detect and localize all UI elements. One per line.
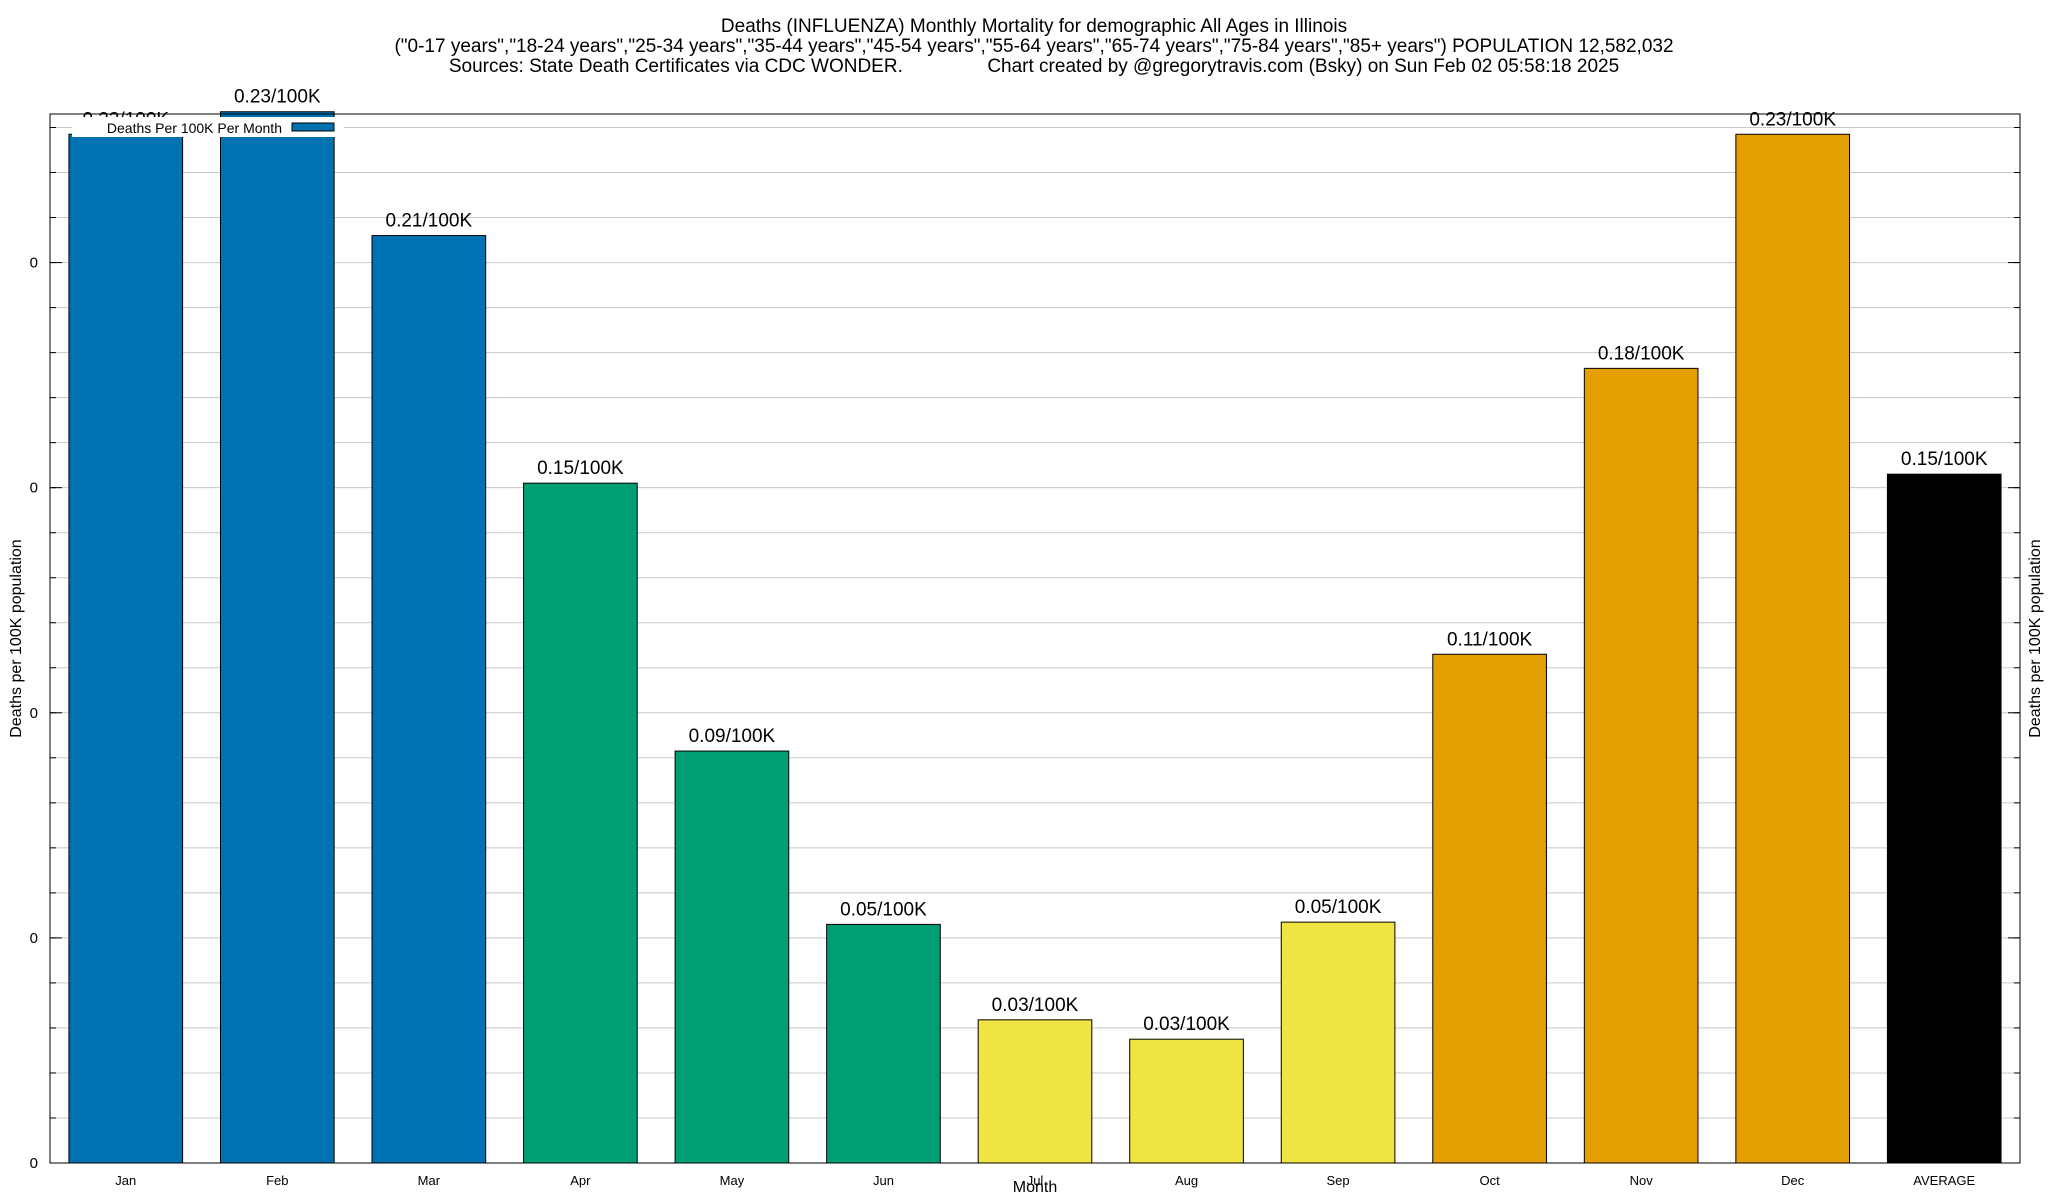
x-tick-label-sep: Sep (1327, 1173, 1350, 1188)
y-axis-ticks: 0 0 0 0 0 (30, 127, 2020, 1172)
value-label-apr: 0.15/100K (537, 458, 624, 479)
x-tick-label-jan: Jan (115, 1173, 136, 1188)
bar-average (1886, 473, 2002, 1164)
title-line-2: ("0-17 years","18-24 years","25-34 years… (394, 36, 1673, 57)
grid-lines (50, 127, 2020, 1119)
x-tick-label-jun: Jun (873, 1173, 894, 1188)
x-tick-label-mar: Mar (418, 1173, 441, 1188)
x-tick-label-oct: Oct (1479, 1173, 1500, 1188)
value-label-jul: 0.03/100K (992, 995, 1079, 1016)
x-tick-label-may: May (720, 1173, 745, 1188)
y2-axis-title: Deaths per 100K population (2027, 539, 2044, 737)
bar-dec (1735, 133, 1851, 1164)
y-tick-label: 0 (30, 1155, 38, 1172)
bar-apr (523, 482, 638, 1164)
bar-may (674, 750, 790, 1164)
plot-frame (49, 113, 2021, 1164)
x-axis-title: Month (1013, 1179, 1057, 1196)
legend-box (72, 117, 344, 137)
value-label-feb: 0.23/100K (234, 87, 321, 108)
value-label-average: 0.15/100K (1901, 449, 1988, 470)
value-label-sep: 0.05/100K (1295, 897, 1382, 918)
y-axis-title: Deaths per 100K population (8, 539, 25, 737)
y-tick-label: 0 (30, 705, 38, 722)
value-label-jun: 0.05/100K (840, 899, 927, 920)
bar-jun (826, 923, 941, 1164)
value-label-may: 0.09/100K (689, 726, 776, 747)
value-label-nov: 0.18/100K (1598, 343, 1685, 364)
value-label-mar: 0.21/100K (386, 211, 473, 232)
title-line-3: Sources: State Death Certificates via CD… (449, 56, 1619, 77)
bar-nov (1583, 367, 1699, 1164)
plot-border (49, 113, 2021, 1164)
value-label-dec: 0.23/100K (1749, 109, 1836, 130)
x-tick-label-feb: Feb (266, 1173, 288, 1188)
x-tick-label-average: AVERAGE (1913, 1173, 1975, 1188)
x-tick-label-jul: Jul (1027, 1173, 1044, 1188)
x-tick-label-aug: Aug (1175, 1173, 1198, 1188)
bar-jul (977, 1019, 1093, 1164)
legend-swatch (291, 122, 335, 132)
y-tick-label: 0 (30, 255, 38, 272)
title-line-1: Deaths (INFLUENZA) Monthly Mortality for… (721, 16, 1347, 37)
legend-label: Deaths Per 100K Per Month (107, 120, 282, 136)
bars (68, 111, 2002, 1164)
x-tick-label-dec: Dec (1781, 1173, 1805, 1188)
value-label-aug: 0.03/100K (1143, 1014, 1230, 1035)
legend: Deaths Per 100K Per Month (72, 117, 344, 137)
y-tick-label: 0 (30, 930, 38, 947)
chart-title: Deaths (INFLUENZA) Monthly Mortality for… (394, 16, 1673, 77)
value-label-oct: 0.11/100K (1447, 629, 1533, 650)
axis-titles: Month Deaths per 100K population Deaths pe… (8, 539, 2044, 1196)
bar-sep (1280, 921, 1396, 1164)
y-tick-label: 0 (30, 480, 38, 497)
bar-oct (1432, 653, 1547, 1164)
bar-aug (1129, 1038, 1244, 1164)
x-tick-label-nov: Nov (1630, 1173, 1654, 1188)
x-axis-ticks: Jan Feb Mar Apr May Jun Jul Aug Sep Oct Nov Dec AVER… (115, 1173, 1975, 1188)
bar-mar (371, 235, 487, 1164)
bar-jan (68, 133, 184, 1164)
x-tick-label-apr: Apr (570, 1173, 591, 1188)
bar-feb (219, 111, 335, 1164)
